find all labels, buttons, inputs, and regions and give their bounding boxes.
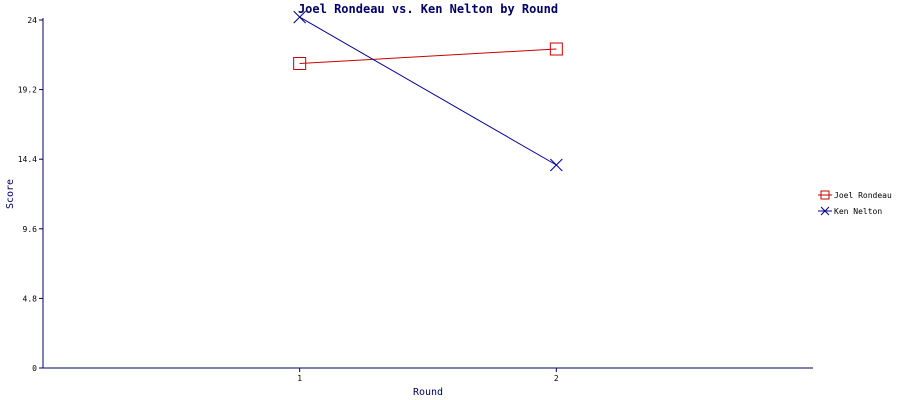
y-tick-label: 14.4 <box>18 155 37 164</box>
series-ken-nelton <box>293 10 563 172</box>
y-tick-label: 9.6 <box>23 225 38 234</box>
y-tick-label: 19.2 <box>18 86 37 95</box>
legend-marker <box>820 190 830 200</box>
series-line-joel-rondeau <box>299 48 557 64</box>
series-layer <box>293 10 563 172</box>
legend: Joel Rondeau Ken Nelton <box>818 190 892 216</box>
legend-item-joel-rondeau: Joel Rondeau <box>818 190 892 200</box>
data-point-ken-nelton <box>293 10 307 24</box>
series-line-ken-nelton <box>299 16 557 166</box>
chart-title: Joel Rondeau vs. Ken Nelton by Round <box>298 2 558 16</box>
legend-item-ken-nelton: Ken Nelton <box>818 206 882 216</box>
y-tick-label: 0 <box>32 364 37 373</box>
legend-label: Ken Nelton <box>834 207 882 216</box>
data-point-joel-rondeau <box>549 42 563 56</box>
data-point-joel-rondeau <box>293 57 307 70</box>
data-point-ken-nelton <box>549 158 563 172</box>
series-joel-rondeau <box>293 42 563 70</box>
x-axis-label: Round <box>413 387 443 398</box>
x-tick-label: 1 <box>297 374 302 383</box>
legend-label: Joel Rondeau <box>834 191 892 200</box>
y-tick-label: 4.8 <box>23 294 38 303</box>
y-tick-label: 24 <box>27 16 37 25</box>
y-axis-label: Score <box>5 179 16 209</box>
x-tick-label: 2 <box>554 374 559 383</box>
axes <box>42 18 813 369</box>
ticks: 0 4.8 9.6 14.4 19.2 24 1 2 <box>18 16 559 383</box>
legend-marker <box>820 206 830 216</box>
